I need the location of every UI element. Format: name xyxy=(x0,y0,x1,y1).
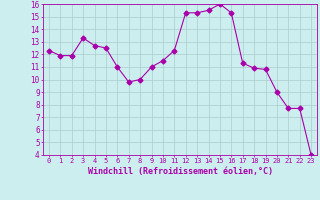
X-axis label: Windchill (Refroidissement éolien,°C): Windchill (Refroidissement éolien,°C) xyxy=(87,167,273,176)
